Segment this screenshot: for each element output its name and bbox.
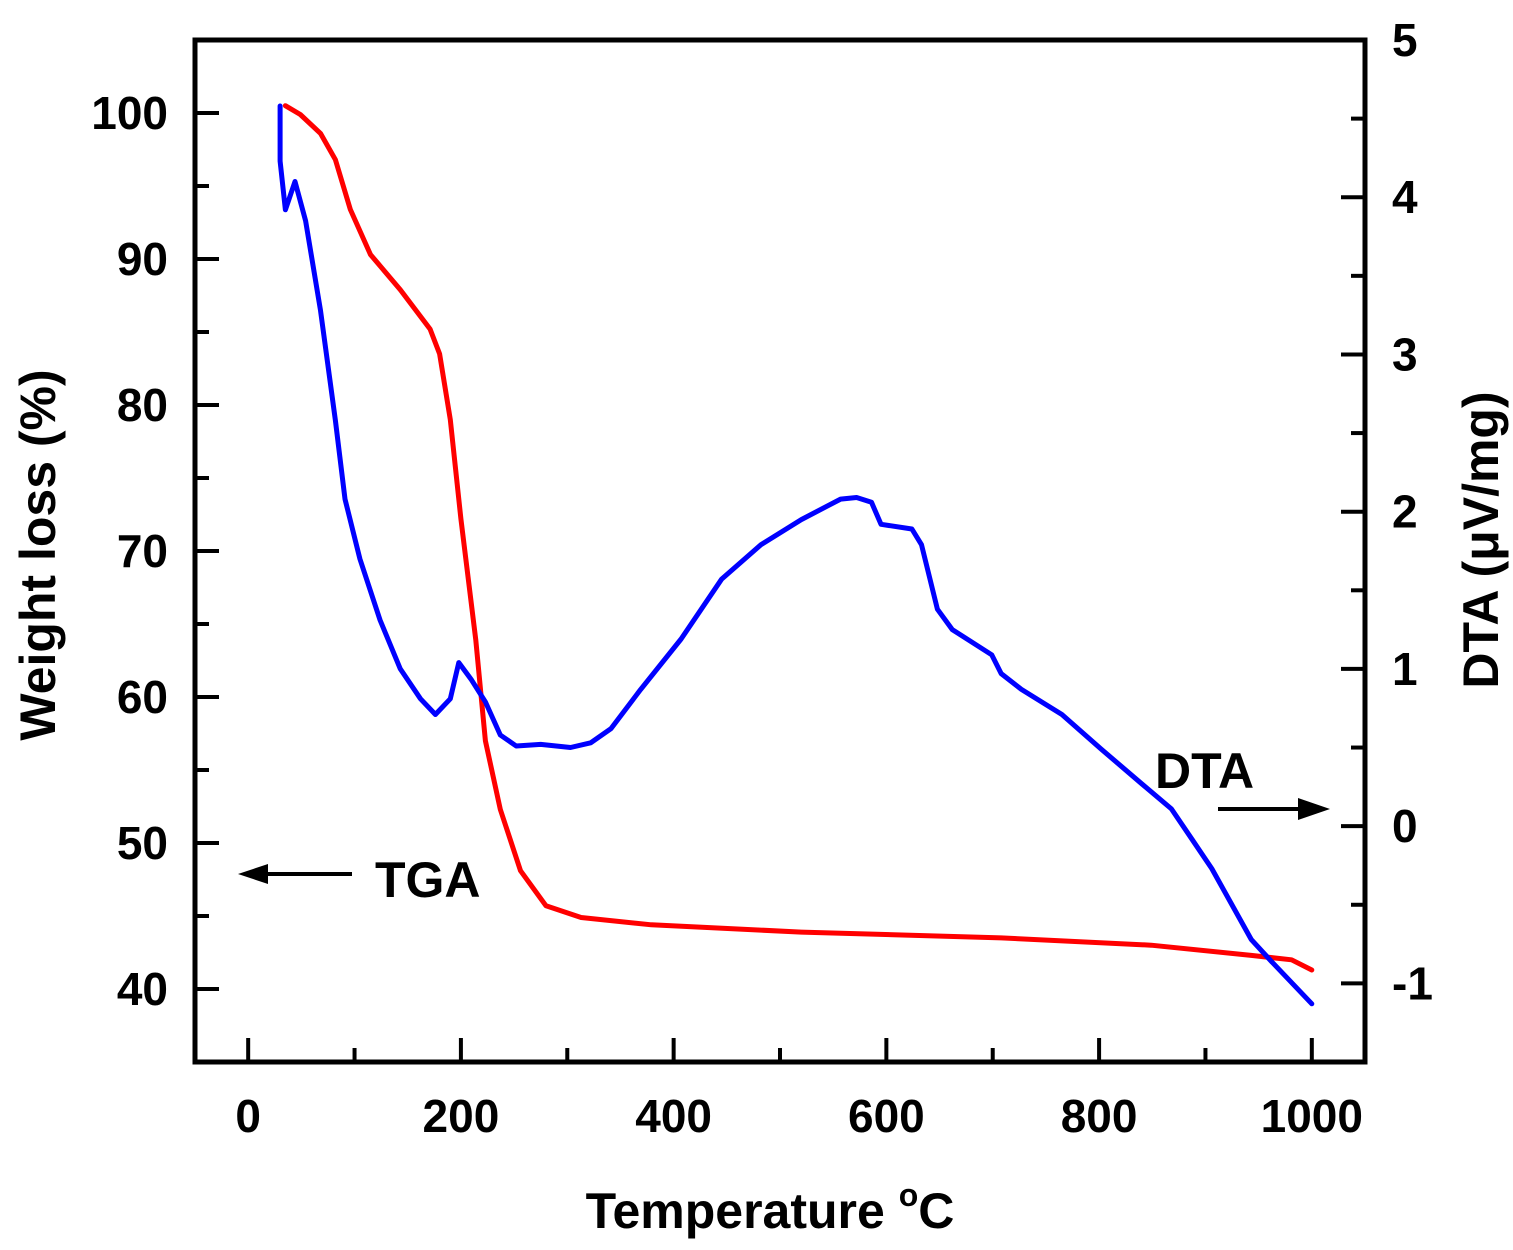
y-left-tick-label: 80 (117, 379, 168, 431)
x-tick-label: 0 (235, 1090, 261, 1142)
y-left-tick-label: 70 (117, 525, 168, 577)
y-left-tick-label: 40 (117, 963, 168, 1015)
x-tick-label: 200 (423, 1090, 500, 1142)
y-left-tick-label: 60 (117, 671, 168, 723)
x-tick-label: 600 (848, 1090, 925, 1142)
y-left-tick-label: 100 (91, 87, 168, 139)
y-axis-right-label: DTA (μV/mg) (1453, 391, 1509, 688)
tga-curve (282, 103, 1315, 973)
y-right-tick-label: -1 (1392, 957, 1433, 1009)
dta-annotation: DTA (1155, 743, 1254, 799)
x-axis-label: Temperature oC (586, 1177, 955, 1239)
x-tick-label: 800 (1061, 1090, 1138, 1142)
y-axis-left-label: Weight loss (%) (10, 369, 66, 740)
x-axis-unit-c: C (918, 1183, 954, 1239)
y-right-tick-label: 5 (1392, 14, 1418, 66)
tga-arrow-icon (238, 864, 352, 884)
y-right-tick-label: 1 (1392, 643, 1418, 695)
plot-frame (192, 37, 1368, 1065)
y-left-tick-label: 90 (117, 233, 168, 285)
x-tick-label: 400 (635, 1090, 712, 1142)
y-right-tick-label: 4 (1392, 171, 1418, 223)
y-left-tick-label: 50 (117, 817, 168, 869)
y-right-tick-label: 0 (1392, 800, 1418, 852)
dta-arrow-icon (1218, 798, 1330, 820)
y-right-tick-label: 3 (1392, 328, 1418, 380)
dta-curve (277, 103, 1315, 1007)
tga-annotation: TGA (375, 852, 481, 908)
y-right-tick-label: 2 (1392, 486, 1418, 538)
x-tick-label: 1000 (1261, 1090, 1363, 1142)
